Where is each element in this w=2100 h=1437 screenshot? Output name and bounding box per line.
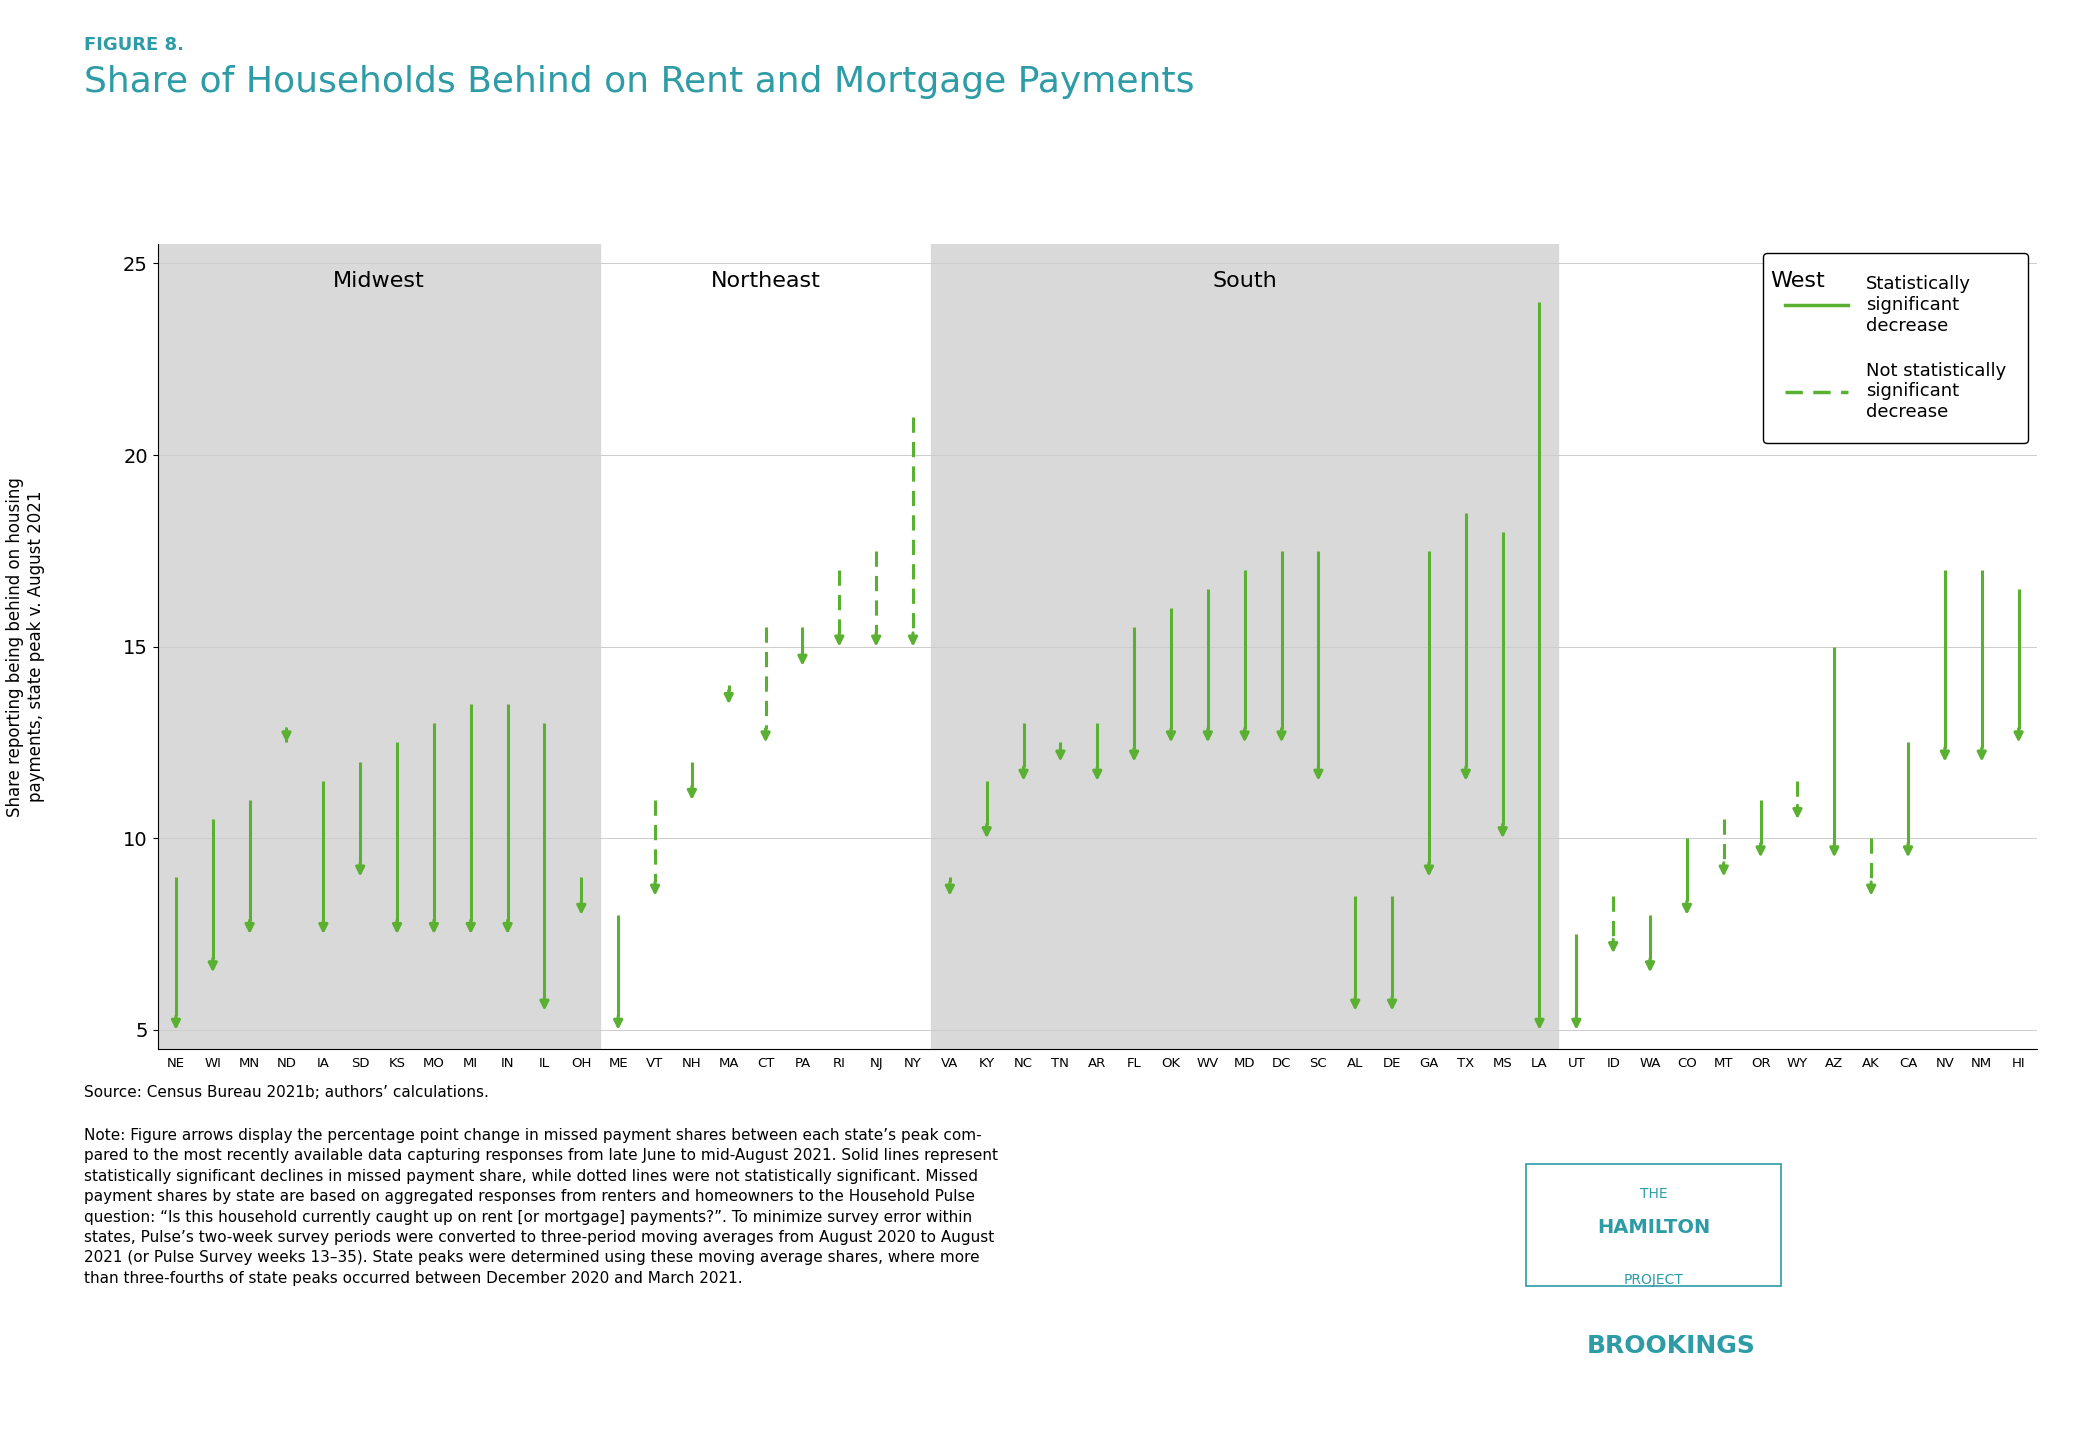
Text: Midwest: Midwest — [332, 272, 424, 292]
Legend: Statistically
significant
decrease, Not statistically
significant
decrease: Statistically significant decrease, Not … — [1764, 253, 2029, 443]
FancyBboxPatch shape — [1527, 1164, 1781, 1286]
Text: BROOKINGS: BROOKINGS — [1588, 1334, 1756, 1358]
Text: Northeast: Northeast — [710, 272, 821, 292]
Text: Share reporting being behind on housing
payments, state peak v. August 2021: Share reporting being behind on housing … — [6, 477, 44, 816]
Text: South: South — [1212, 272, 1277, 292]
Text: Source: Census Bureau 2021b; authors’ calculations.: Source: Census Bureau 2021b; authors’ ca… — [84, 1085, 489, 1099]
Text: Note: Figure arrows display the percentage point change in missed payment shares: Note: Figure arrows display the percenta… — [84, 1128, 998, 1286]
Text: Share of Households Behind on Rent and Mortgage Payments: Share of Households Behind on Rent and M… — [84, 65, 1195, 99]
Bar — [158, 244, 601, 1049]
Text: West: West — [1770, 272, 1825, 292]
Text: PROJECT: PROJECT — [1623, 1273, 1684, 1286]
Bar — [932, 244, 1558, 1049]
Text: HAMILTON: HAMILTON — [1598, 1219, 1709, 1237]
Text: FIGURE 8.: FIGURE 8. — [84, 36, 185, 55]
Text: THE: THE — [1640, 1187, 1667, 1201]
